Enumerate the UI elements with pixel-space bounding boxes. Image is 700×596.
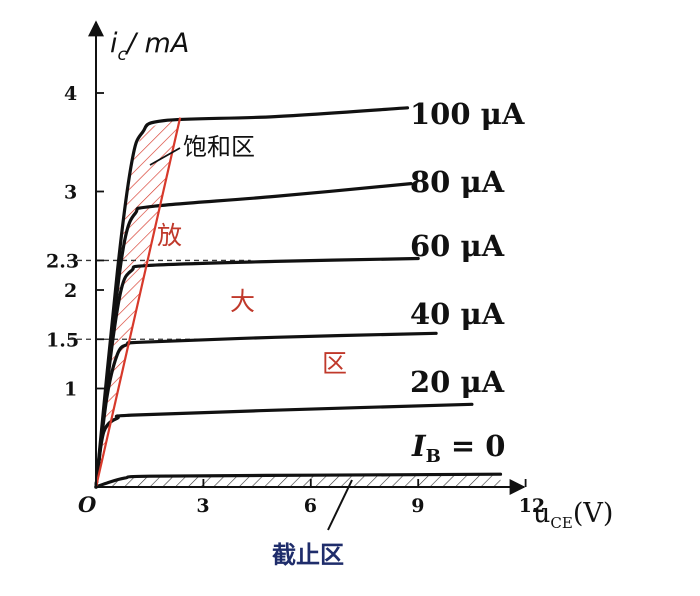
- x-tick-label-6: 6: [304, 495, 317, 517]
- curve-5: [94, 106, 410, 489]
- axis-ticks: 3 6 9 12 1 1.5 2 2.3 3 4: [46, 83, 545, 517]
- cutoff-pointer: [327, 479, 353, 531]
- label-ib-main: I: [411, 429, 427, 463]
- label-100uA: 100 μA: [410, 97, 525, 131]
- y-tick-label-0: 1: [64, 379, 77, 401]
- x-axis-title-main: u: [533, 498, 550, 529]
- x-axis-title-unit: (V): [573, 498, 614, 529]
- y-tick-label-2: 2: [64, 280, 77, 302]
- y-axis-title-main: i: [110, 28, 118, 59]
- x-tick-label-9: 9: [411, 495, 424, 517]
- label-80uA: 80 μA: [410, 165, 505, 199]
- x-axis-title-sub: CE: [550, 514, 572, 532]
- x-tick-label-3: 3: [196, 495, 209, 517]
- y-tick-label-5: 4: [64, 83, 77, 105]
- saturation-pointer: [149, 147, 181, 166]
- origin-label: O: [78, 492, 97, 517]
- amplification-char-1: 放: [157, 221, 182, 250]
- y-tick-label-1: 1.5: [46, 329, 79, 351]
- amplification-char-2: 大: [230, 287, 255, 316]
- y-axis-title-sub: c: [118, 45, 128, 65]
- amplification-char-3: 区: [322, 349, 347, 378]
- cutoff-region-label: 截止区: [272, 541, 344, 569]
- label-ib-sub: B: [426, 446, 441, 467]
- label-ib-zero: IB = 0: [411, 429, 505, 467]
- label-60uA: 60 μA: [410, 229, 505, 263]
- label-ib-rest: = 0: [441, 429, 506, 463]
- label-20uA: 20 μA: [410, 365, 505, 399]
- x-axis-title: uCE(V): [533, 498, 613, 532]
- saturation-region-label: 饱和区: [183, 133, 255, 161]
- saturation-boundary-line: [94, 117, 182, 488]
- y-tick-label-3: 2.3: [46, 250, 79, 272]
- label-40uA: 40 μA: [410, 297, 505, 331]
- y-axis-title-unit: / mA: [125, 28, 189, 59]
- curve-0: [94, 472, 503, 489]
- x-tick-label-12: 12: [519, 495, 545, 517]
- y-tick-label-4: 3: [64, 182, 77, 204]
- curve-3: [94, 256, 420, 489]
- y-axis-title: ic/ mA: [110, 28, 189, 65]
